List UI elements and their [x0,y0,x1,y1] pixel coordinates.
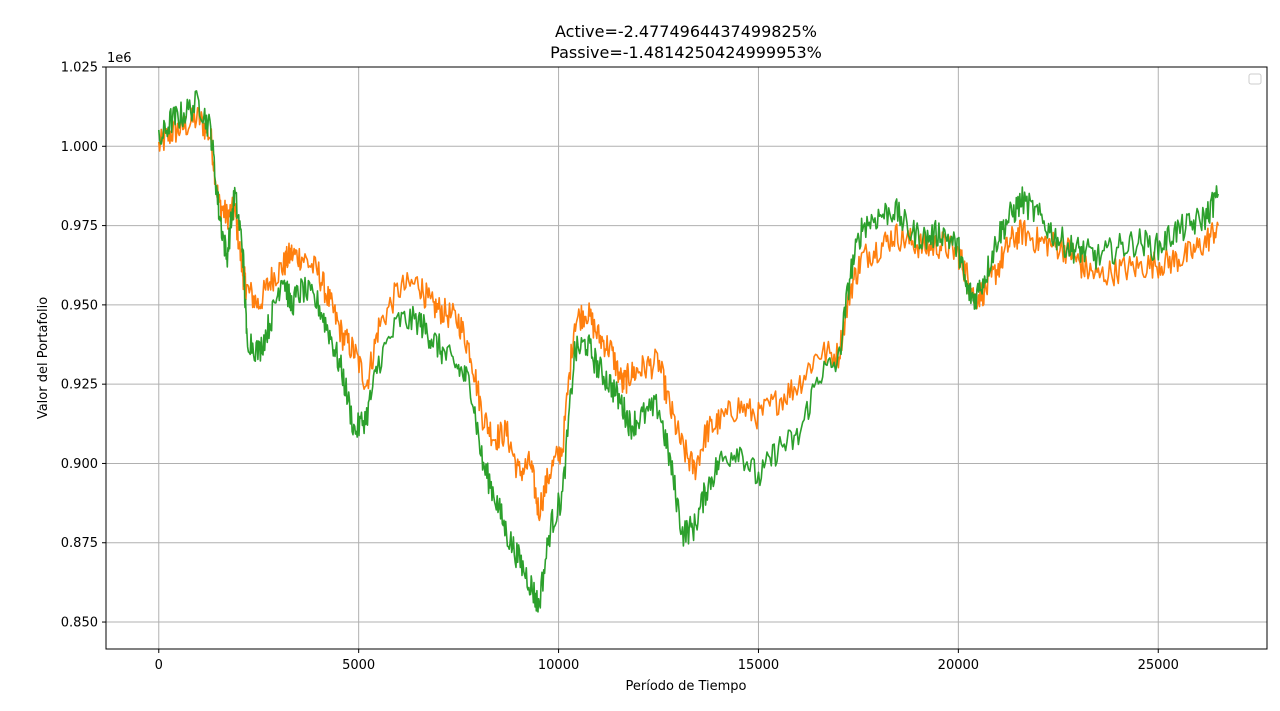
y-axis-ticks: 0.850 0.875 0.900 0.925 0.950 0.975 1.000 1.025 [61,61,106,631]
x-tick-label: 10000 [538,658,579,673]
y-tick-label: 1.025 [61,61,98,76]
chart-title: Active=-2.4774964437499825% Passive=-1.4… [550,22,822,62]
x-tick-label: 0 [155,658,163,673]
x-axis-label: Período de Tiempo [625,679,746,694]
y-tick-label: 0.925 [61,378,98,393]
x-tick-label: 20000 [938,658,979,673]
y-tick-label: 1.000 [61,140,98,155]
y-tick-label: 0.950 [61,298,98,313]
grid-lines [106,66,1267,649]
x-tick-label: 5000 [342,658,375,673]
y-tick-label: 0.975 [61,219,98,234]
y-tick-label: 0.850 [61,616,98,631]
x-tick-label: 15000 [738,658,779,673]
y-axis-label: Valor del Portafolio [36,297,51,419]
series-line-1 [158,107,1219,522]
plot-frame [105,66,1268,650]
y-offset-label: 1e6 [107,51,132,66]
y-tick-label: 0.900 [61,457,98,472]
series-line-2 [158,90,1219,613]
title-line-2: Passive=-1.4814250424999953% [550,43,822,62]
x-axis-ticks: 0 5000 10000 15000 20000 25000 [155,649,1179,673]
legend-box [1248,73,1262,85]
series-group [158,90,1219,613]
y-tick-label: 0.875 [61,536,98,551]
x-tick-label: 25000 [1138,658,1179,673]
title-line-1: Active=-2.4774964437499825% [555,22,817,41]
